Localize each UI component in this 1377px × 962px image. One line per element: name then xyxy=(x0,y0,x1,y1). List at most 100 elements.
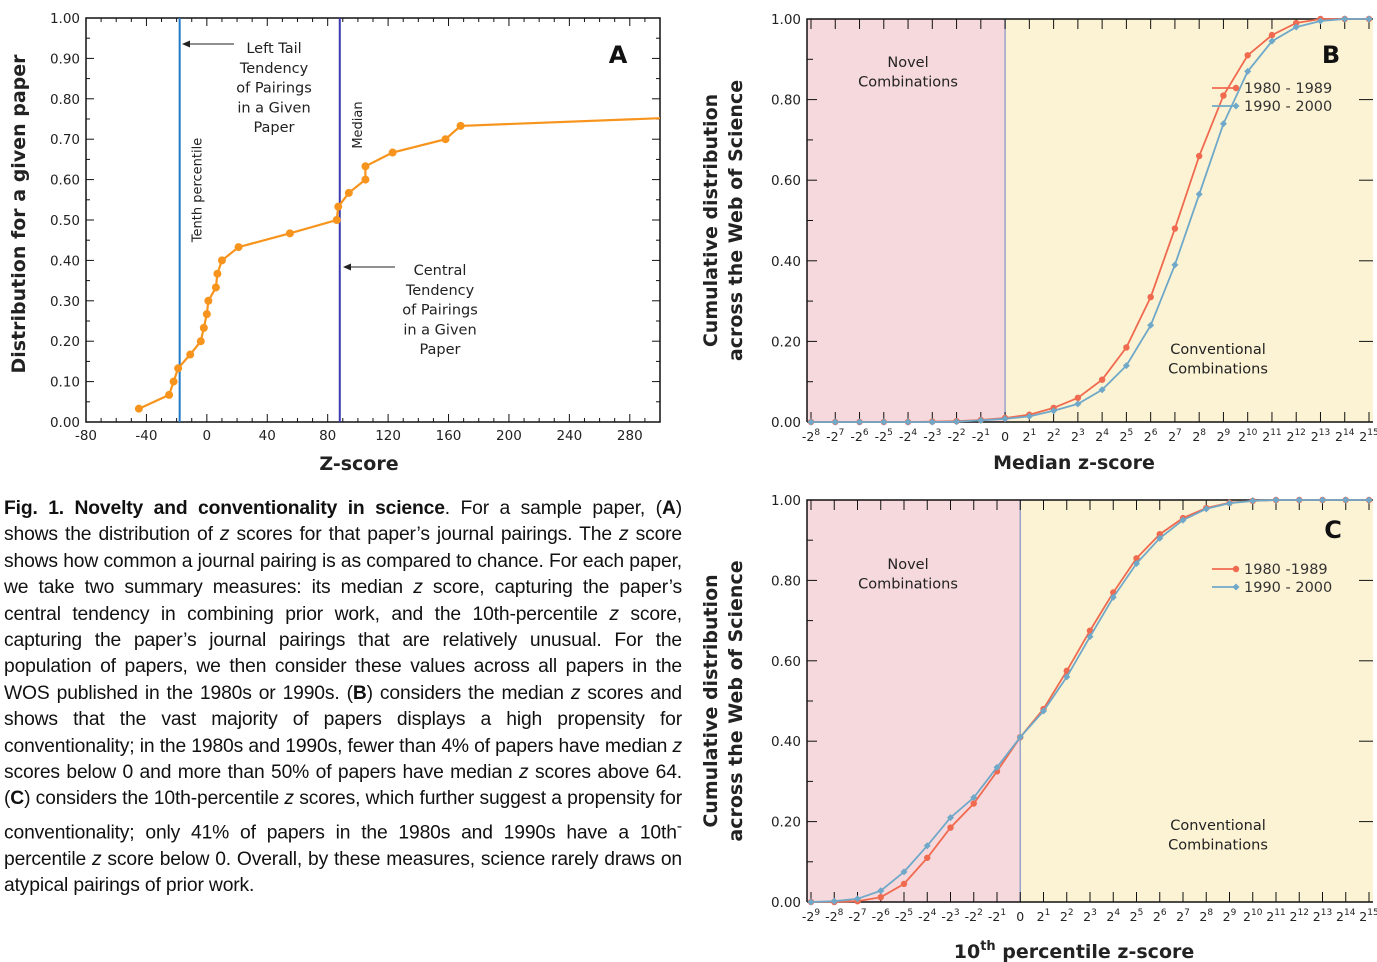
caption-text-run: scores, which further suggest a propensi… xyxy=(4,788,682,844)
x-tick-label: -80 xyxy=(75,428,97,444)
panel-letter-a: A xyxy=(609,41,628,69)
x-tick-label: -27 xyxy=(848,908,866,924)
data-point xyxy=(361,162,370,171)
series-point xyxy=(900,868,908,876)
series-point xyxy=(1156,534,1164,542)
x-tick-label: 120 xyxy=(375,428,401,444)
data-point xyxy=(174,364,183,373)
y-tick-label: 0.80 xyxy=(771,573,801,589)
x-tick-label: -21 xyxy=(988,908,1006,924)
data-point xyxy=(213,269,222,278)
central-tendency-annotation-line: Central xyxy=(414,263,467,279)
y-tick-label: 0.40 xyxy=(771,734,801,750)
x-tick-label: 240 xyxy=(556,428,582,444)
series-point xyxy=(993,763,1001,771)
series-point xyxy=(1133,555,1140,562)
conventional-combinations-label: Conventional xyxy=(1170,818,1266,834)
caption-text-run: ) shows the distribution of xyxy=(4,498,682,546)
x-axis-label: Z-score xyxy=(319,453,398,475)
y-tick-label: 1.00 xyxy=(50,11,80,27)
x-tick-label: -25 xyxy=(895,908,913,924)
data-point xyxy=(344,188,353,197)
series-line xyxy=(811,18,1369,423)
novel-combinations-label: Combinations xyxy=(858,577,958,593)
x-tick-label: 23 xyxy=(1071,428,1085,444)
series-point xyxy=(1016,733,1024,741)
x-tick-label: 213 xyxy=(1311,428,1330,444)
x-tick-label: 21 xyxy=(1023,428,1037,444)
data-point xyxy=(332,216,341,224)
y-tick-label: 0.40 xyxy=(50,253,80,269)
x-tick-label: 0 xyxy=(1016,909,1024,924)
x-tick-label: 215 xyxy=(1359,908,1377,924)
series-point xyxy=(1244,52,1251,59)
caption-italic-run: z xyxy=(219,524,230,546)
y-tick-label: 0.20 xyxy=(50,334,80,350)
series-point xyxy=(1171,225,1179,232)
data-point xyxy=(388,148,397,157)
y-axis-label-line: Cumulative distribution xyxy=(700,94,722,347)
series-point xyxy=(1195,152,1203,160)
left-tail-annotation-line: Left Tail xyxy=(246,41,301,57)
y-axis-label-line: Cumulative distribution xyxy=(700,574,722,827)
series-point xyxy=(1123,344,1130,351)
series-point xyxy=(1202,505,1210,513)
series-point xyxy=(1244,67,1252,75)
panel-c-chart: -29 -28 -27 -26 -25 -24 -23 -22 -21 0 21 22 23 24 25 26… xyxy=(700,493,1377,962)
y-tick-label: 0.00 xyxy=(50,415,80,431)
series-point xyxy=(1040,707,1047,715)
series-point xyxy=(1268,31,1276,39)
caption-bold-run: B xyxy=(352,682,367,704)
x-tick-label: 26 xyxy=(1144,428,1158,444)
series-point xyxy=(970,800,977,807)
series-point xyxy=(947,814,954,822)
y-tick-label: 0.70 xyxy=(50,132,80,148)
data-point xyxy=(199,323,208,332)
x-tick-label: 26 xyxy=(1153,908,1167,924)
series-point xyxy=(970,793,978,801)
y-tick-label: 0.60 xyxy=(771,654,801,670)
x-tick-label: 210 xyxy=(1238,428,1258,444)
x-tick-label: -24 xyxy=(899,428,917,444)
caption-italic-run: z xyxy=(92,848,102,870)
caption-italic-run: z xyxy=(284,788,294,810)
y-tick-label: 0.90 xyxy=(50,51,80,67)
caption-text-run: scores above 64. ( xyxy=(4,762,682,810)
x-tick-label: 24 xyxy=(1095,428,1109,444)
y-tick-label: 0.80 xyxy=(50,92,80,108)
conventional-combinations-label: Combinations xyxy=(1168,838,1268,854)
series-point xyxy=(1074,400,1082,408)
data-point xyxy=(204,296,213,305)
left-tail-annotation-line: Tendency xyxy=(239,61,309,77)
caption-text-run: scores and shows that the vast majority … xyxy=(4,682,682,757)
series-point xyxy=(947,824,954,831)
caption-text-run: percentile xyxy=(4,848,92,870)
caption-bold-run: C xyxy=(10,788,25,810)
series-point xyxy=(1220,92,1227,99)
x-tick-label: 0 xyxy=(1001,429,1009,444)
x-tick-label: 29 xyxy=(1223,908,1237,924)
x-tick-label: -22 xyxy=(947,428,965,444)
left-tail-annotation-line: of Pairings xyxy=(236,81,312,97)
x-tick-label: -26 xyxy=(872,908,890,924)
x-axis-label: Median z-score xyxy=(993,452,1155,474)
data-point xyxy=(217,256,226,265)
series-point xyxy=(1365,496,1373,504)
data-point xyxy=(165,390,174,399)
plot-frame xyxy=(85,17,661,423)
novel-region xyxy=(807,500,1021,902)
x-tick-label: 28 xyxy=(1199,908,1213,924)
x-tick-label: 160 xyxy=(436,428,462,444)
x-tick-label: 40 xyxy=(259,428,276,444)
caption-text-run: ) considers the median xyxy=(366,682,571,704)
x-tick-label: 29 xyxy=(1217,428,1231,444)
y-tick-label: 0.10 xyxy=(50,375,80,391)
series-point xyxy=(877,893,884,901)
x-tick-label: 23 xyxy=(1083,908,1097,924)
x-tick-label: 211 xyxy=(1266,908,1285,924)
series-point xyxy=(1179,516,1187,524)
left-tail-annotation-line: Paper xyxy=(253,120,294,136)
x-tick-label: 214 xyxy=(1336,908,1356,924)
series-point xyxy=(1074,394,1082,402)
x-tick-label: -25 xyxy=(875,428,893,444)
